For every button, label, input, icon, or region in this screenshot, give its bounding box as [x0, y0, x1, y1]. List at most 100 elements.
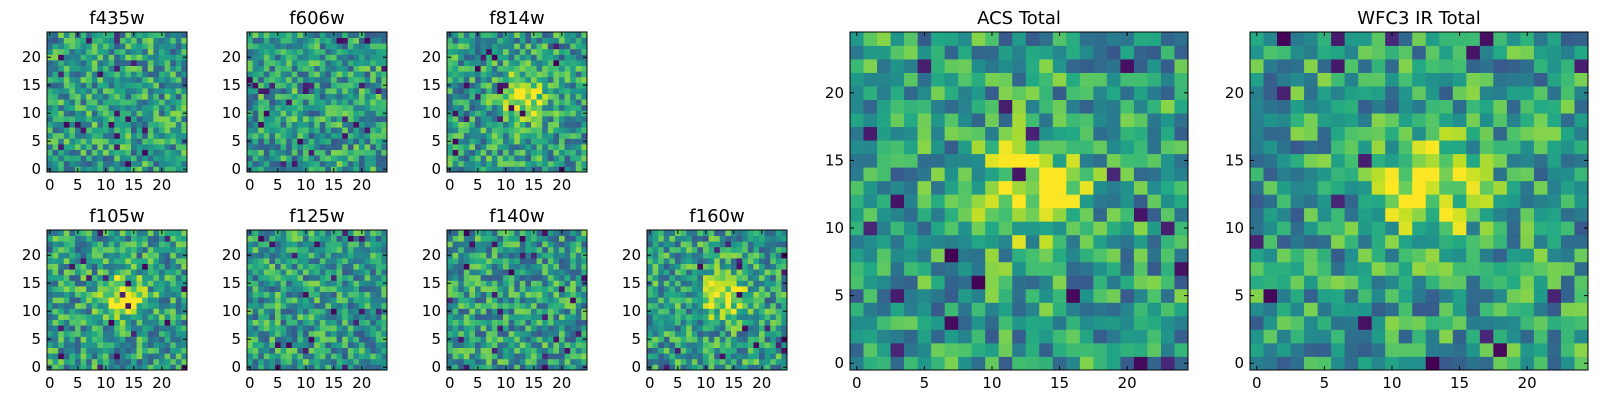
heatmap-cell — [164, 336, 171, 343]
heatmap-cell — [114, 241, 121, 248]
heatmap-cell — [336, 76, 343, 83]
heatmap-cell — [52, 54, 59, 61]
heatmap-cell — [971, 356, 986, 371]
heatmap-cell — [131, 314, 137, 320]
heatmap-cell — [542, 319, 549, 326]
heatmap-cell — [153, 132, 160, 139]
x-tick-label: 0 — [445, 176, 455, 194]
heatmap-cell — [263, 127, 270, 134]
heatmap-cell — [336, 246, 343, 253]
heatmap-cell — [336, 121, 343, 128]
heatmap-cell — [63, 127, 70, 134]
heatmap-cell — [63, 93, 70, 100]
heatmap-cell — [308, 230, 315, 236]
heatmap-cell — [364, 138, 371, 145]
heatmap-cell — [519, 65, 526, 72]
x-tick-label: 0 — [245, 374, 255, 392]
heatmap-cell — [503, 37, 509, 44]
heatmap-cell — [353, 138, 360, 145]
heatmap-cell — [658, 353, 665, 360]
heatmap-cell — [331, 336, 337, 343]
heatmap-cell — [147, 353, 154, 360]
heatmap-cell — [770, 358, 777, 365]
heatmap-cell — [985, 315, 1000, 330]
heatmap-cell — [336, 342, 343, 348]
heatmap-cell — [486, 82, 493, 89]
heatmap-cell — [381, 71, 388, 78]
heatmap-cell — [314, 76, 321, 83]
heatmap-cell — [564, 246, 571, 253]
heatmap-cell — [331, 155, 337, 162]
heatmap-cell — [536, 48, 543, 55]
heatmap-cell — [103, 274, 109, 281]
heatmap-cell — [153, 302, 160, 309]
heatmap-cell — [263, 65, 270, 72]
heatmap-cell — [263, 353, 270, 360]
heatmap-cell — [263, 274, 270, 281]
heatmap-cell — [52, 280, 59, 287]
heatmap-cell — [508, 241, 515, 248]
heatmap-cell — [69, 76, 76, 83]
heatmap-cell — [164, 263, 171, 270]
heatmap-cell — [731, 353, 737, 360]
heatmap-cell — [286, 116, 293, 122]
heatmap-cell — [458, 127, 465, 134]
heatmap-cell — [263, 132, 270, 139]
heatmap-cell — [890, 288, 905, 303]
heatmap-cell — [314, 325, 321, 332]
heatmap-cell — [877, 342, 891, 357]
heatmap-cell — [463, 116, 470, 122]
heatmap-cell — [119, 280, 126, 287]
heatmap-cell — [508, 88, 515, 94]
heatmap-cell — [1120, 248, 1135, 263]
heatmap-cell — [63, 330, 70, 337]
heatmap-cell — [91, 297, 98, 304]
heatmap-cell — [69, 110, 76, 117]
heatmap-cell — [759, 269, 765, 276]
heatmap-cell — [353, 82, 360, 89]
heatmap-cell — [319, 241, 326, 248]
heatmap-cell — [181, 37, 188, 44]
heatmap-cell — [553, 54, 560, 61]
heatmap-cell — [69, 160, 76, 167]
heatmap-cell — [114, 155, 121, 162]
heatmap-cell — [508, 319, 515, 326]
heatmap-cell — [252, 319, 259, 326]
heatmap-cell — [581, 297, 588, 304]
heatmap-cell — [359, 160, 365, 167]
x-tick-label: 10 — [496, 374, 515, 392]
heatmap-cell — [336, 302, 343, 309]
heatmap-cell — [486, 65, 493, 72]
heatmap-cell — [480, 241, 487, 248]
heatmap-cell — [125, 302, 132, 309]
heatmap-cell — [570, 116, 577, 122]
heatmap-cell — [491, 342, 498, 348]
heatmap-cell — [314, 82, 321, 89]
heatmap-cell — [381, 60, 388, 66]
heatmap-cell — [1066, 194, 1081, 209]
heatmap-cell — [719, 246, 726, 253]
heatmap-cell — [486, 364, 493, 371]
heatmap-cell — [958, 194, 973, 209]
heatmap-cell — [553, 347, 560, 354]
heatmap-cell — [108, 71, 115, 78]
heatmap-cell — [553, 325, 560, 332]
heatmap-cell — [164, 302, 171, 309]
heatmap-cell — [658, 291, 665, 298]
heatmap-cell — [86, 104, 93, 111]
heatmap-cell — [63, 110, 70, 117]
heatmap-cell — [531, 71, 537, 78]
heatmap-cell — [58, 246, 65, 253]
heatmap-cell — [136, 93, 143, 100]
heatmap-cell — [536, 166, 543, 173]
heatmap-cell — [708, 280, 715, 287]
heatmap-cell — [164, 364, 171, 371]
heatmap-cell — [108, 330, 115, 337]
y-tick-label: 0 — [631, 358, 641, 376]
heatmap-cell — [252, 54, 259, 61]
heatmap-cell — [497, 286, 504, 292]
heatmap-cell — [314, 358, 321, 365]
heatmap-cell — [303, 149, 309, 156]
heatmap-cell — [731, 297, 737, 304]
heatmap-cell — [314, 336, 321, 343]
